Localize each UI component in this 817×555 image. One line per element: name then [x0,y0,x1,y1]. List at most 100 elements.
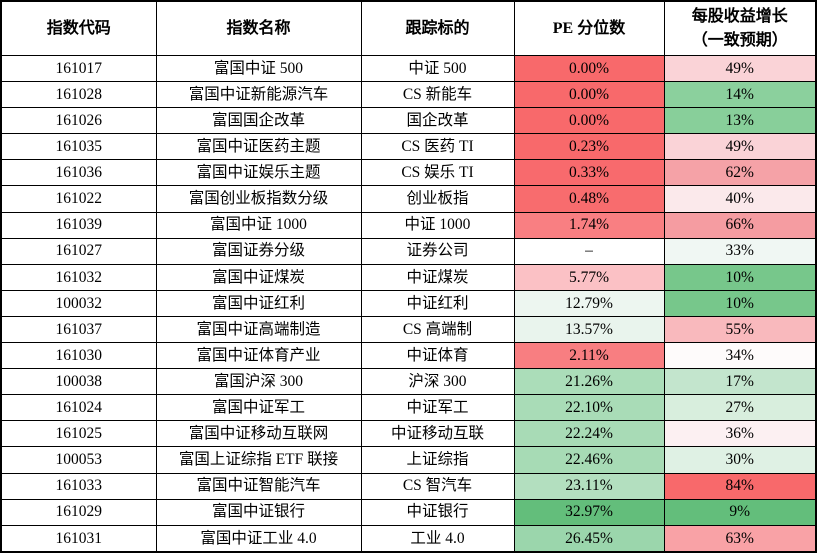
col-header-pe-percentile: PE 分位数 [513,0,665,56]
tracking-target-cell: CS 高端制 [360,315,515,344]
pe-percentile-cell: 2.11% [513,342,665,370]
table-row: 161026 富国国企改革 国企改革 0.00% 13% [0,107,817,135]
index-name-cell: 富国中证高端制造 [155,315,362,344]
index-code-cell: 161033 [0,472,157,500]
index-name-cell: 富国中证银行 [155,498,362,526]
table-body: 161017 富国中证 500 中证 500 0.00% 49% 161028 富国中证新能… [0,54,817,553]
table-row: 161028 富国中证新能源汽车 CS 新能车 0.00% 14% [0,81,817,109]
index-code-cell: 100032 [0,289,157,317]
header-row: 指数代码 指数名称 跟踪标的 PE 分位数 每股收益增长 （一致预期） [0,0,817,56]
index-name-cell: 富国国企改革 [155,107,362,135]
tracking-target-cell: 证券公司 [360,237,515,265]
index-name-cell: 富国中证娱乐主题 [155,159,362,187]
table-row: 100032 富国中证红利 中证红利 12.79% 10% [0,289,817,317]
tracking-target-cell: 中证 1000 [360,211,515,239]
table-row: 161022 富国创业板指数分级 创业板指 0.48% 40% [0,185,817,213]
index-name-cell: 富国中证智能汽车 [155,472,362,500]
table-row: 161027 富国证券分级 证券公司 –33% [0,237,817,265]
index-name-cell: 富国沪深 300 [155,368,362,396]
pe-percentile-cell: 32.97% [513,498,665,526]
pe-percentile-cell: 0.48% [513,185,665,213]
index-name-cell: 富国中证煤炭 [155,263,362,291]
index-name-cell: 富国中证 1000 [155,211,362,239]
eps-growth-cell: 34% [663,342,817,370]
index-name-cell: 富国中证移动互联网 [155,420,362,448]
table-row: 161036 富国中证娱乐主题 CS 娱乐 TI 0.33% 62% [0,159,817,187]
index-code-cell: 161028 [0,81,157,109]
tracking-target-cell: CS 医药 TI [360,133,515,161]
table-row: 161017 富国中证 500 中证 500 0.00% 49% [0,54,817,83]
table-row: 161031 富国中证工业 4.0 工业 4.0 26.45% 63% [0,524,817,553]
index-name-cell: 富国中证新能源汽车 [155,81,362,109]
index-name-cell: 富国中证红利 [155,289,362,317]
tracking-target-cell: 中证体育 [360,342,515,370]
index-code-cell: 161027 [0,237,157,265]
table-row: 161032 富国中证煤炭 中证煤炭 5.77% 10% [0,263,817,291]
pe-percentile-cell: 1.74% [513,211,665,239]
index-name-cell: 富国上证综指 ETF 联接 [155,446,362,474]
pe-percentile-cell: 0.00% [513,107,665,135]
index-code-cell: 161025 [0,420,157,448]
pe-percentile-cell: 26.45% [513,524,665,553]
tracking-target-cell: 国企改革 [360,107,515,135]
eps-growth-cell: 40% [663,185,817,213]
table-row: 100038 富国沪深 300 沪深 300 21.26% 17% [0,368,817,396]
eps-growth-cell: 66% [663,211,817,239]
tracking-target-cell: 中证银行 [360,498,515,526]
eps-growth-cell: 49% [663,54,817,83]
pe-percentile-cell: 22.24% [513,420,665,448]
table-row: 161030 富国中证体育产业 中证体育 2.11% 34% [0,342,817,370]
eps-growth-cell: 84% [663,472,817,500]
eps-growth-cell: 33% [663,237,817,265]
eps-growth-cell: 62% [663,159,817,187]
pe-percentile-cell: 0.00% [513,81,665,109]
table-row: 161029 富国中证银行 中证银行 32.97% 9% [0,498,817,526]
pe-percentile-cell: 21.26% [513,368,665,396]
col-header-index-name: 指数名称 [155,0,362,56]
pe-percentile-cell: 5.77% [513,263,665,291]
col-header-tracking-target: 跟踪标的 [360,0,515,56]
index-code-cell: 161035 [0,133,157,161]
table-row: 161025 富国中证移动互联网 中证移动互联 22.24% 36% [0,420,817,448]
tracking-target-cell: 工业 4.0 [360,524,515,553]
tracking-target-cell: 中证移动互联 [360,420,515,448]
index-code-cell: 161032 [0,263,157,291]
pe-percentile-cell: 23.11% [513,472,665,500]
table-row: 100053 富国上证综指 ETF 联接 上证综指 22.46% 30% [0,446,817,474]
index-code-cell: 161026 [0,107,157,135]
eps-growth-cell: 63% [663,524,817,553]
pe-percentile-cell: 22.10% [513,394,665,422]
eps-growth-cell: 10% [663,263,817,291]
index-name-cell: 富国中证工业 4.0 [155,524,362,553]
pe-percentile-cell: 22.46% [513,446,665,474]
eps-growth-cell: 13% [663,107,817,135]
index-name-cell: 富国证券分级 [155,237,362,265]
index-name-cell: 富国中证医药主题 [155,133,362,161]
index-name-cell: 富国创业板指数分级 [155,185,362,213]
index-code-cell: 100038 [0,368,157,396]
index-code-cell: 161024 [0,394,157,422]
eps-growth-cell: 17% [663,368,817,396]
index-code-cell: 161039 [0,211,157,239]
pe-percentile-cell: 0.33% [513,159,665,187]
eps-growth-cell: 30% [663,446,817,474]
eps-growth-cell: 55% [663,315,817,344]
tracking-target-cell: CS 新能车 [360,81,515,109]
table-row: 161039 富国中证 1000 中证 1000 1.74% 66% [0,211,817,239]
table-row: 161037 富国中证高端制造 CS 高端制 13.57% 55% [0,315,817,344]
index-code-cell: 161022 [0,185,157,213]
tracking-target-cell: 沪深 300 [360,368,515,396]
table-row: 161024 富国中证军工 中证军工 22.10% 27% [0,394,817,422]
table-row: 161033 富国中证智能汽车 CS 智汽车 23.11% 84% [0,472,817,500]
index-code-cell: 100053 [0,446,157,474]
index-name-cell: 富国中证 500 [155,54,362,83]
pe-percentile-cell: 0.23% [513,133,665,161]
tracking-target-cell: 中证军工 [360,394,515,422]
eps-growth-cell: 49% [663,133,817,161]
index-code-cell: 161036 [0,159,157,187]
eps-growth-cell: 27% [663,394,817,422]
index-code-cell: 161030 [0,342,157,370]
table-row: 161035 富国中证医药主题 CS 医药 TI 0.23% 49% [0,133,817,161]
